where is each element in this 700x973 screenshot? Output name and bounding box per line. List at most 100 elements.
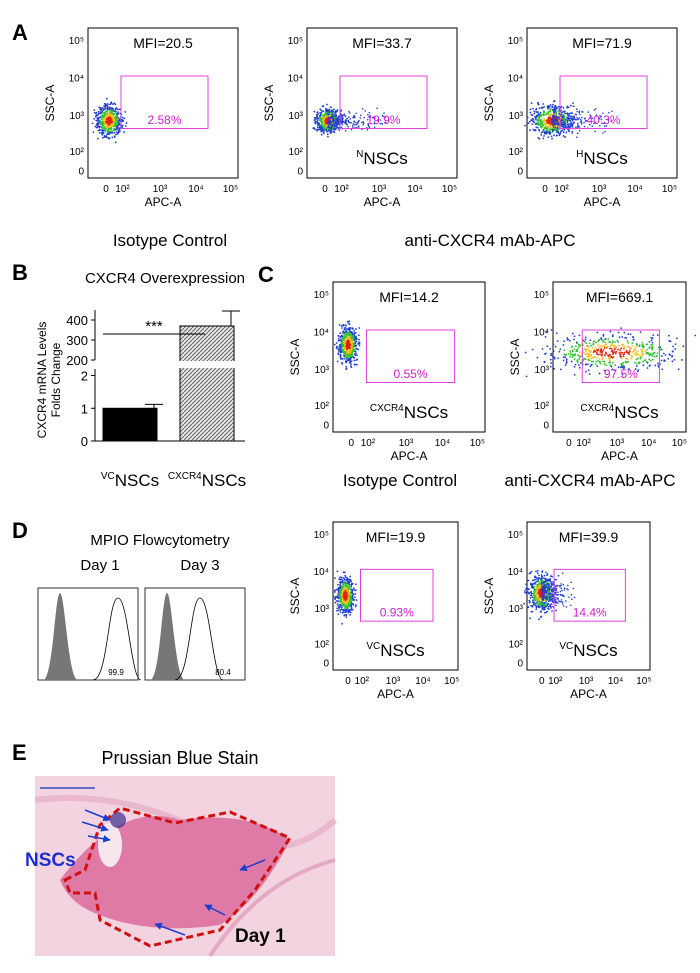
event-dot: [355, 347, 358, 350]
event-dot: [547, 579, 550, 582]
event-dot: [553, 134, 555, 137]
event-dot: [645, 348, 648, 351]
event-dot: [530, 605, 532, 607]
event-dot: [653, 355, 656, 358]
event-dot: [336, 609, 338, 612]
event-dot: [609, 364, 612, 367]
event-dot: [587, 352, 590, 355]
event-dot: [545, 585, 547, 587]
event-dot: [595, 360, 598, 363]
event-dot: [115, 133, 117, 136]
event-dot: [598, 118, 600, 120]
event-dot: [547, 105, 549, 107]
event-dot: [571, 356, 574, 359]
event-dot: [532, 118, 535, 121]
event-dot: [541, 123, 543, 126]
event-dot: [344, 130, 347, 132]
event-dot: [98, 128, 101, 131]
event-dot: [118, 118, 121, 120]
event-dot: [346, 600, 349, 603]
event-dot: [349, 575, 352, 578]
event-dot: [111, 103, 114, 105]
event-dot: [529, 597, 532, 599]
caption: Isotype Control: [113, 231, 227, 250]
event-dot: [344, 605, 347, 608]
event-dot: [313, 110, 316, 113]
event-dot: [546, 598, 548, 600]
event-dot: [349, 592, 352, 595]
event-dot: [107, 130, 110, 133]
event-dot: [534, 594, 537, 597]
y-tick-label: 10⁵: [69, 36, 84, 47]
event-dot: [535, 605, 538, 608]
event-dot: [672, 345, 675, 348]
event-dot: [581, 123, 583, 125]
label-sup: CXCR4: [370, 403, 404, 414]
event-dot: [546, 607, 549, 610]
event-dot: [542, 111, 545, 113]
event-dot: [106, 115, 108, 118]
event-dot: [569, 114, 571, 117]
event-dot: [588, 342, 591, 345]
event-dot: [355, 337, 358, 340]
event-dot: [106, 120, 109, 122]
y-tick-label: 10⁴: [508, 74, 523, 85]
event-dot: [551, 113, 554, 116]
event-dot: [341, 118, 344, 120]
event-dot: [352, 328, 354, 330]
event-dot: [97, 116, 100, 119]
event-dot: [667, 357, 670, 360]
event-dot: [377, 119, 379, 122]
event-dot: [94, 125, 97, 128]
event-dot: [536, 121, 539, 124]
event-dot: [337, 613, 340, 616]
event-dot: [339, 576, 341, 579]
event-dot: [563, 120, 565, 123]
event-dot: [109, 122, 112, 125]
event-dot: [115, 114, 118, 117]
event-dot: [347, 605, 350, 608]
event-dot: [552, 103, 554, 106]
event-dot: [344, 574, 347, 577]
event-dot: [334, 596, 337, 599]
event-dot: [340, 118, 342, 120]
event-dot: [350, 603, 353, 606]
event-dot: [555, 585, 558, 587]
event-dot: [359, 117, 361, 119]
event-dot: [626, 339, 629, 342]
event-dot: [112, 112, 114, 115]
event-dot: [336, 570, 339, 573]
bar: [179, 325, 235, 442]
event-dot: [632, 338, 635, 341]
event-dot: [331, 123, 333, 126]
event-dot: [556, 130, 559, 133]
x-tick-label: 0: [539, 676, 545, 687]
event-dot: [547, 583, 550, 585]
event-dot: [314, 122, 317, 125]
event-dot: [524, 351, 527, 354]
event-dot: [642, 345, 645, 348]
event-dot: [533, 112, 536, 115]
event-dot: [653, 351, 656, 354]
x-tick-label: 10⁵: [672, 438, 687, 449]
event-dot: [579, 344, 582, 347]
event-dot: [560, 119, 562, 122]
event-dot: [609, 330, 612, 333]
event-dot: [603, 347, 606, 349]
event-dot: [533, 591, 536, 594]
event-dot: [346, 118, 348, 120]
event-dot: [345, 328, 348, 331]
event-dot: [661, 355, 663, 357]
event-dot: [543, 606, 546, 609]
event-dot: [349, 579, 351, 582]
event-dot: [538, 119, 541, 122]
event-dot: [318, 119, 321, 122]
event-dot: [112, 118, 115, 121]
event-dot: [117, 108, 119, 111]
event-dot: [96, 124, 99, 127]
event-dot: [573, 118, 576, 121]
event-dot: [584, 118, 586, 120]
event-dot: [523, 602, 526, 605]
event-dot: [576, 116, 578, 119]
event-dot: [557, 124, 560, 126]
